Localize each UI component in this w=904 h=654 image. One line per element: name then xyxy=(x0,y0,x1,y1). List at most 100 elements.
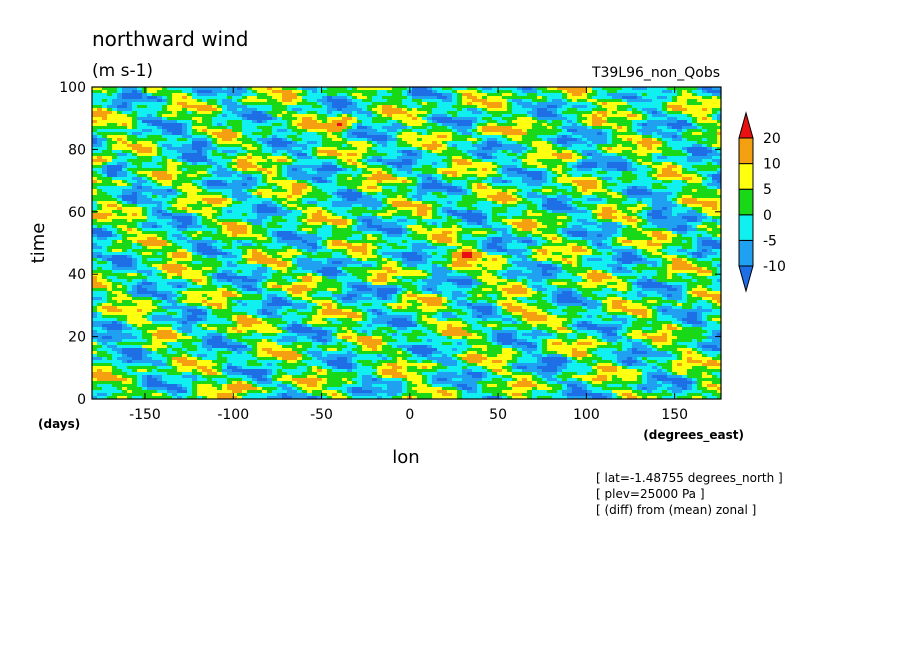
heatmap-cell xyxy=(712,108,718,112)
heatmap-cell xyxy=(452,99,458,103)
heatmap-cell xyxy=(402,186,408,190)
heatmap-cell xyxy=(652,150,658,154)
heatmap-cell xyxy=(612,99,618,103)
heatmap-cell xyxy=(467,117,473,121)
heatmap-cell xyxy=(632,180,638,184)
heatmap-cell xyxy=(512,90,518,94)
heatmap-cell xyxy=(157,201,163,205)
heatmap-cell xyxy=(382,105,388,109)
heatmap-cell xyxy=(202,96,208,100)
heatmap-cell xyxy=(507,102,513,106)
heatmap-cell xyxy=(247,189,253,193)
heatmap-cell xyxy=(642,192,648,196)
heatmap-cell xyxy=(97,108,103,112)
heatmap-cell xyxy=(317,183,323,187)
heatmap-cell xyxy=(492,171,498,175)
heatmap-cell xyxy=(422,156,428,160)
heatmap-cell xyxy=(432,162,438,166)
heatmap-cell xyxy=(467,90,473,94)
heatmap-cell xyxy=(382,144,388,148)
heatmap-cell xyxy=(342,165,348,169)
heatmap-cell xyxy=(477,147,483,151)
heatmap-cell xyxy=(332,195,338,199)
heatmap-cell xyxy=(372,132,378,136)
heatmap-cell xyxy=(682,159,688,163)
heatmap-cell xyxy=(477,141,483,145)
heatmap-cell xyxy=(487,129,493,133)
heatmap-cell xyxy=(672,186,678,190)
heatmap-cell xyxy=(152,93,158,97)
heatmap-cell xyxy=(387,108,393,112)
heatmap-cell xyxy=(537,192,543,196)
heatmap-cell xyxy=(662,159,668,163)
heatmap-cell xyxy=(357,168,363,172)
heatmap-cell xyxy=(112,147,118,151)
heatmap-cell xyxy=(267,201,273,205)
heatmap-cell xyxy=(412,117,418,121)
heatmap-cell xyxy=(132,144,138,148)
heatmap-cell xyxy=(297,123,303,127)
heatmap-cell xyxy=(282,165,288,169)
heatmap-cell xyxy=(327,87,333,91)
heatmap-cell xyxy=(572,186,578,190)
heatmap-cell xyxy=(262,96,268,100)
heatmap-cell xyxy=(202,90,208,94)
heatmap-cell xyxy=(377,108,383,112)
heatmap-cell xyxy=(357,147,363,151)
heatmap-cell xyxy=(497,171,503,175)
heatmap-cell xyxy=(437,168,443,172)
heatmap-cell xyxy=(587,102,593,106)
heatmap-cell xyxy=(177,201,183,205)
heatmap-cell xyxy=(542,93,548,97)
heatmap-cell xyxy=(627,105,633,109)
heatmap-cell xyxy=(662,171,668,175)
heatmap-cell xyxy=(162,189,168,193)
heatmap-cell xyxy=(137,99,143,103)
heatmap-cell xyxy=(422,141,428,145)
heatmap-cell xyxy=(372,123,378,127)
heatmap-cell xyxy=(382,171,388,175)
heatmap-cell xyxy=(702,195,708,199)
heatmap-cell xyxy=(687,189,693,193)
heatmap-cell xyxy=(422,126,428,130)
heatmap-cell xyxy=(282,195,288,199)
heatmap-cell xyxy=(237,204,243,208)
heatmap-cell xyxy=(542,159,548,163)
heatmap-cell xyxy=(582,135,588,139)
heatmap-cell xyxy=(372,150,378,154)
heatmap-cell xyxy=(317,174,323,178)
heatmap-cell xyxy=(337,93,343,97)
heatmap-cell xyxy=(652,186,658,190)
heatmap-cell xyxy=(192,138,198,142)
heatmap-cell xyxy=(137,102,143,106)
heatmap-cell xyxy=(257,204,263,208)
heatmap-cell xyxy=(267,153,273,157)
heatmap-cell xyxy=(452,135,458,139)
heatmap-cell xyxy=(402,138,408,142)
heatmap-cell xyxy=(102,87,108,91)
heatmap-cell xyxy=(662,189,668,193)
heatmap-cell xyxy=(172,135,178,139)
heatmap-cell xyxy=(107,186,113,190)
heatmap-cell xyxy=(422,135,428,139)
heatmap-cell xyxy=(572,153,578,157)
heatmap-cell xyxy=(192,108,198,112)
heatmap-cell xyxy=(697,135,703,139)
heatmap-cell xyxy=(487,174,493,178)
heatmap-cell xyxy=(487,138,493,142)
heatmap-cell xyxy=(597,168,603,172)
heatmap-cell xyxy=(382,120,388,124)
heatmap-cell xyxy=(572,198,578,202)
heatmap-cell xyxy=(282,177,288,181)
heatmap-cell xyxy=(447,114,453,118)
heatmap-cell xyxy=(297,105,303,109)
heatmap-cell xyxy=(392,174,398,178)
heatmap-cell xyxy=(197,168,203,172)
heatmap-cell xyxy=(327,186,333,190)
heatmap-cell xyxy=(672,111,678,115)
heatmap-cell xyxy=(602,171,608,175)
heatmap-cell xyxy=(422,105,428,109)
heatmap-cell xyxy=(212,99,218,103)
heatmap-cell xyxy=(112,144,118,148)
heatmap-cell xyxy=(452,120,458,124)
